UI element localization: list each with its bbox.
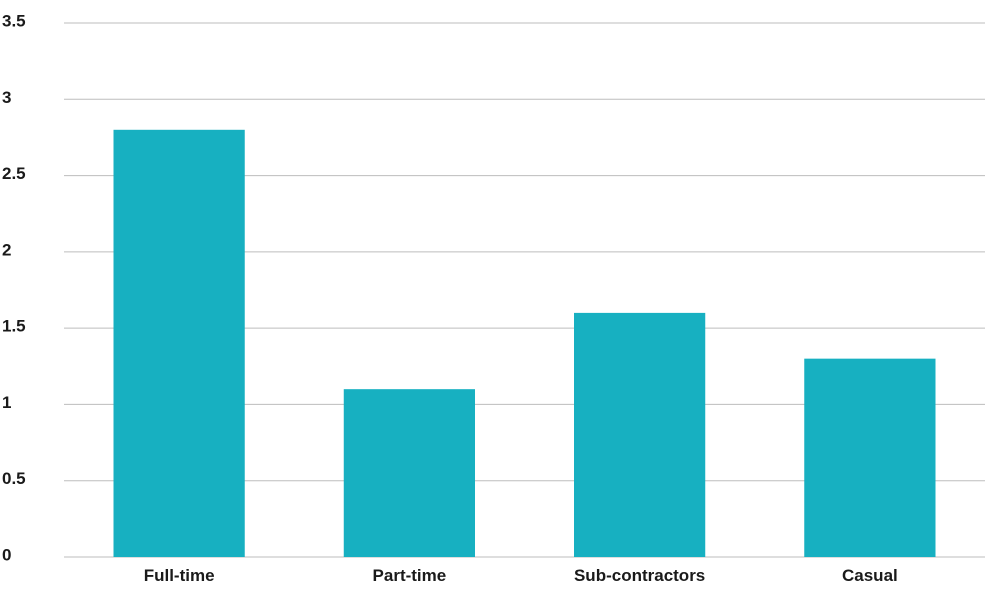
x-category-label: Part-time — [373, 566, 447, 585]
y-tick-label: 1 — [2, 393, 11, 412]
y-tick-label: 3 — [2, 88, 11, 107]
bar-sub-contractors — [574, 312, 706, 557]
x-category-label: Full-time — [144, 566, 215, 585]
bar-casual — [804, 358, 936, 557]
y-tick-label: 0 — [2, 545, 11, 564]
y-axis-tick-labels: 0 0.5 1 1.5 2 2.5 3 3.5 — [2, 11, 26, 564]
bar-part-time — [343, 389, 475, 557]
y-tick-label: 2 — [2, 240, 11, 259]
y-tick-label: 0.5 — [2, 469, 26, 488]
x-category-label: Casual — [842, 566, 898, 585]
x-category-label: Sub-contractors — [574, 566, 705, 585]
x-axis-category-labels: Full-time Part-time Sub-contractors Casual — [144, 566, 898, 585]
bar-full-time — [113, 129, 245, 558]
y-tick-label: 3.5 — [2, 11, 26, 30]
y-tick-label: 1.5 — [2, 317, 26, 336]
bars — [113, 129, 936, 558]
y-tick-label: 2.5 — [2, 164, 26, 183]
